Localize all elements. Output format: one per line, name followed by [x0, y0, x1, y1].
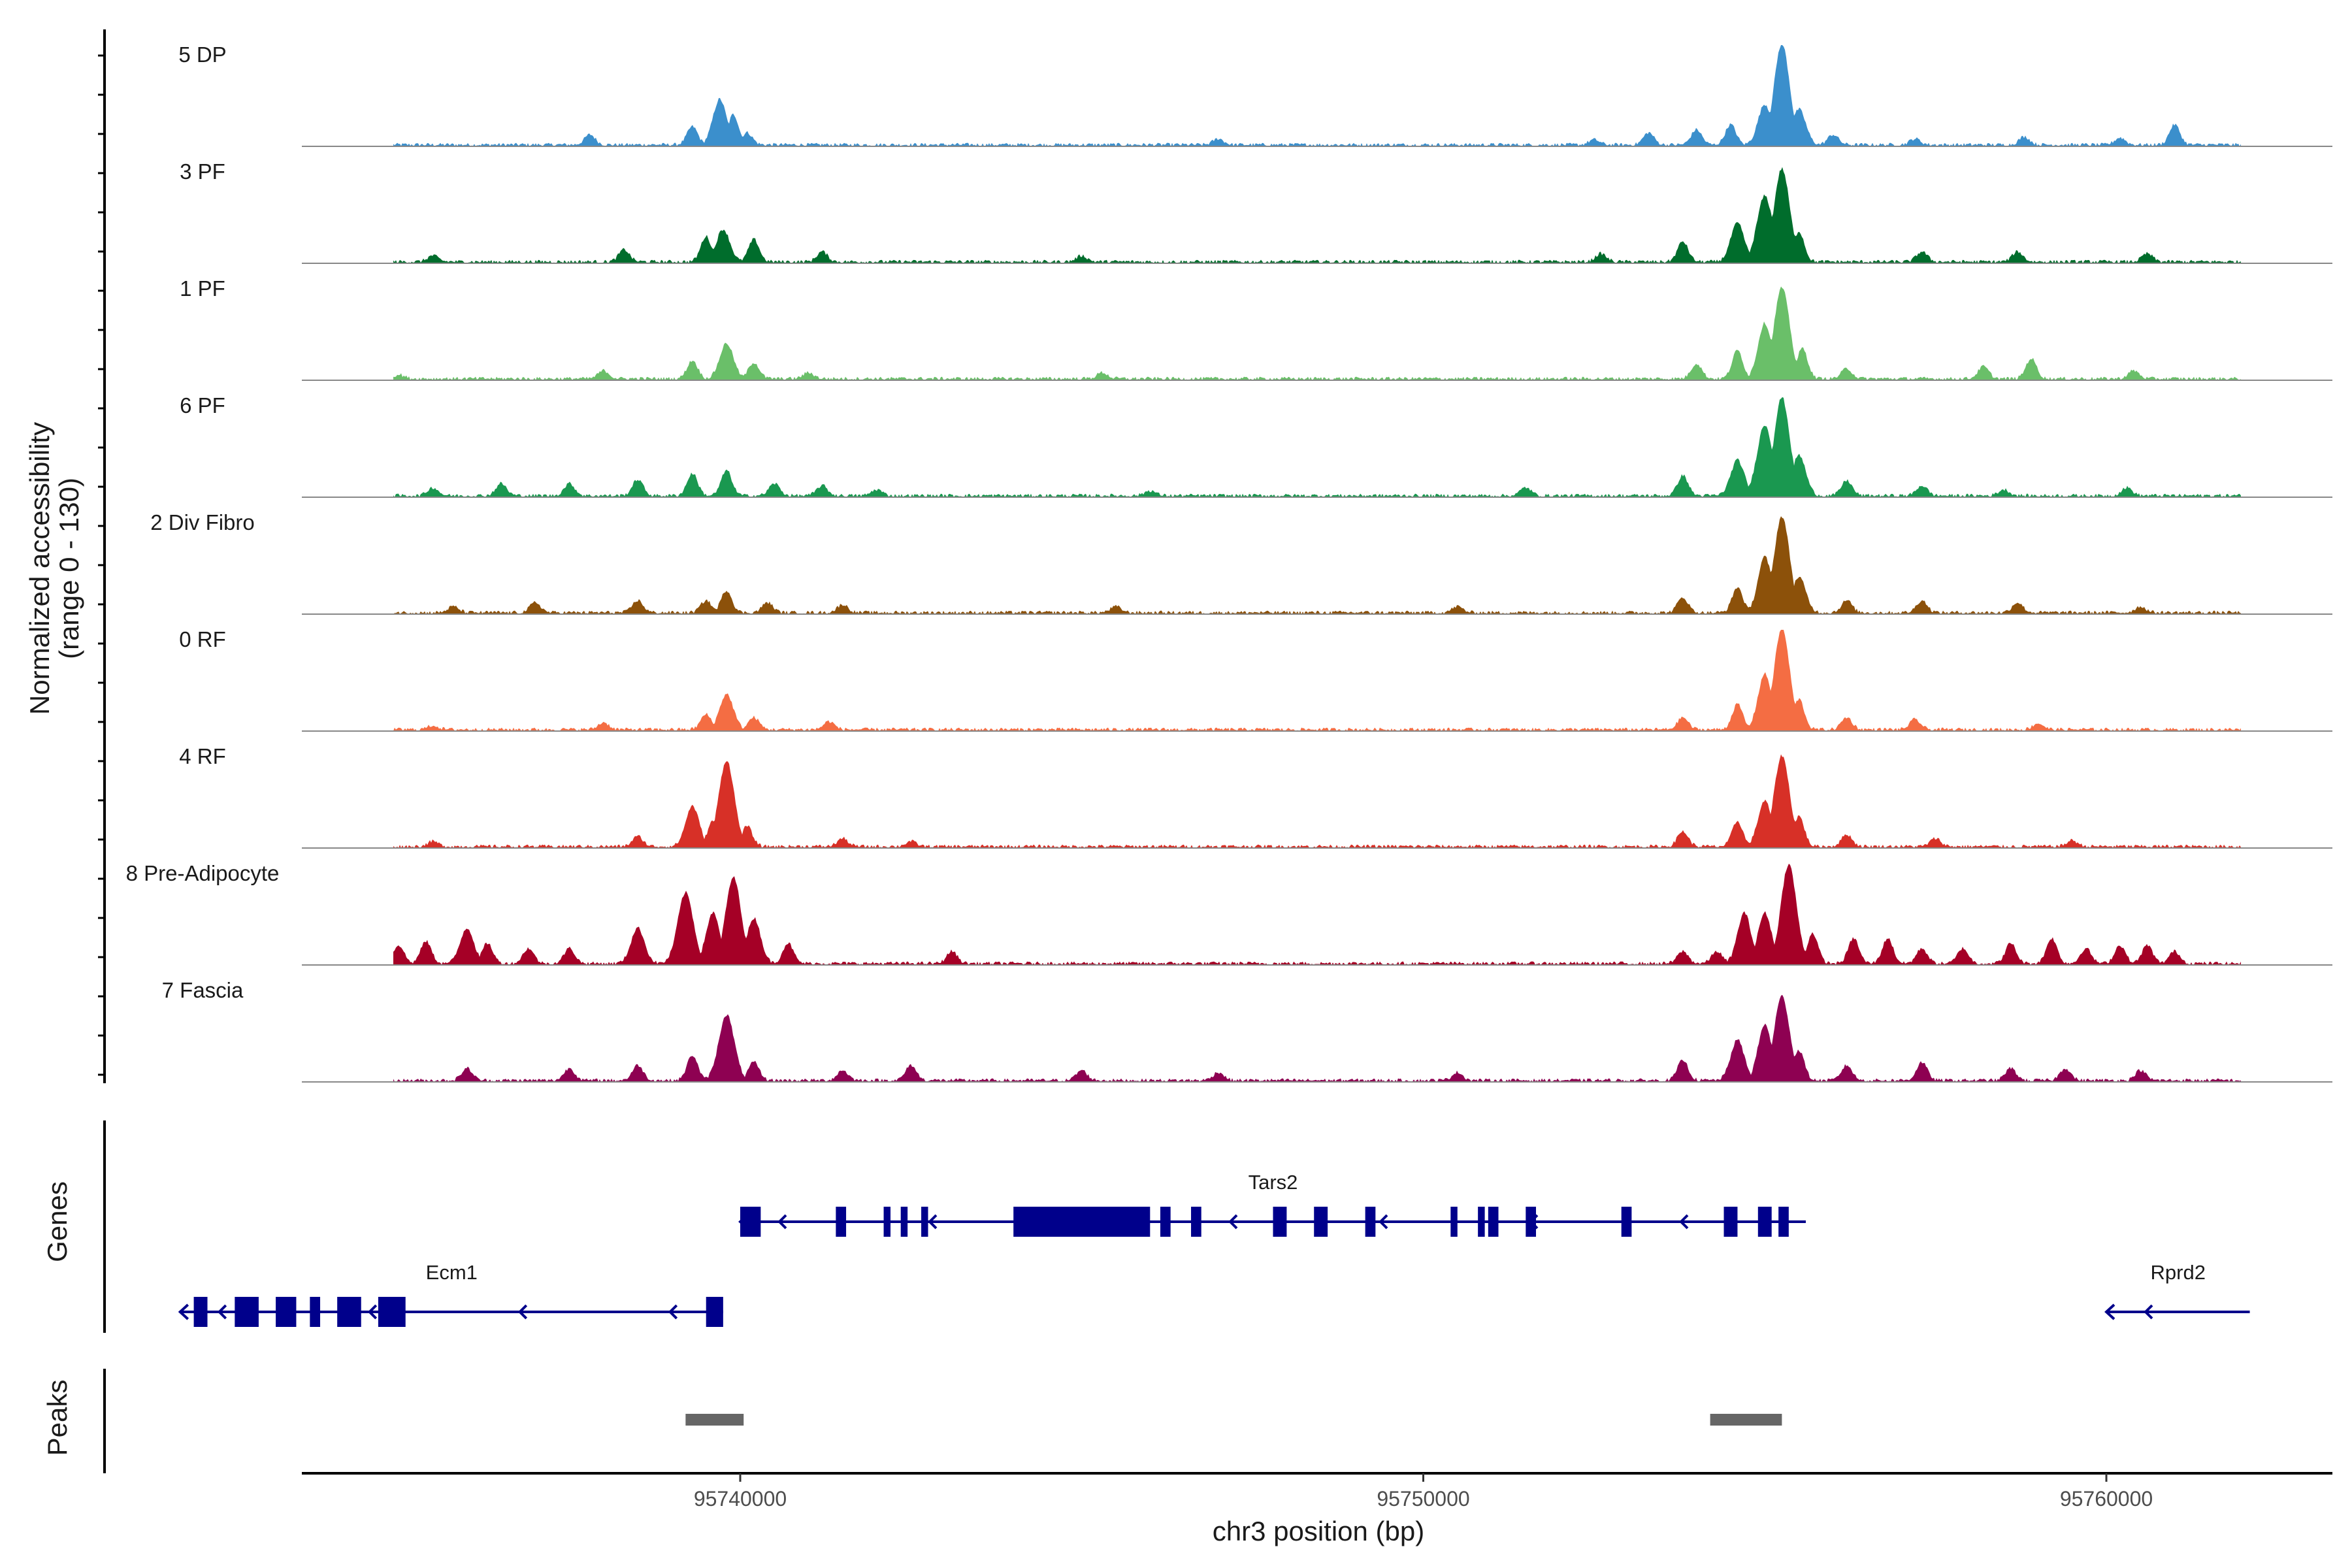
track-label: 6 PF [180, 393, 225, 417]
coverage-tracks: 5 DP 3 PF 1 PF 6 PF 2 Div Fibro 0 RF 4 RF 8 Pre… [126, 42, 2332, 1083]
track-7-fascia: 7 Fascia [162, 978, 2332, 1083]
strand-arrow [1379, 1214, 1388, 1230]
exon [1757, 1207, 1772, 1237]
track-label: 8 Pre-Adipocyte [126, 861, 280, 885]
track-0-rf: 0 RF [179, 627, 2332, 732]
exon [1526, 1207, 1537, 1237]
track-label: 5 DP [178, 42, 226, 67]
strand-arrow [517, 1304, 528, 1320]
x-tick-label: 95760000 [2060, 1487, 2153, 1511]
track-label: 0 RF [179, 627, 226, 651]
peak-region [1710, 1414, 1782, 1426]
x-axis: 95740000 95750000 95760000 [302, 1472, 2332, 1511]
strand-arrow [367, 1304, 378, 1320]
coverage-area [393, 864, 2241, 965]
y-axis [98, 29, 106, 1083]
exon [1160, 1207, 1171, 1237]
exon [921, 1207, 928, 1237]
exon [706, 1297, 723, 1327]
strand-arrow [777, 1214, 787, 1230]
exon [836, 1207, 847, 1237]
track-label: 7 Fascia [162, 978, 244, 1002]
track-5-dp: 5 DP [178, 42, 2332, 147]
strand-arrow [2104, 1303, 2115, 1320]
exon [1723, 1207, 1738, 1237]
strand-arrow [178, 1303, 189, 1320]
exon [1013, 1207, 1151, 1237]
x-tick-label: 95750000 [1377, 1487, 1469, 1511]
gene-label: Tars2 [1249, 1171, 1298, 1194]
exon [310, 1297, 321, 1327]
track-8-pre-adipocyte: 8 Pre-Adipocyte [126, 861, 2332, 966]
gene-tars2: Tars2 [738, 1171, 1806, 1237]
x-axis-title: chr3 position (bp) [1213, 1516, 1425, 1546]
coverage-area [393, 397, 2241, 497]
peaks-track-label: Peaks [42, 1380, 73, 1456]
coverage-area [393, 45, 2241, 146]
track-4-rf: 4 RF [179, 744, 2332, 849]
exon [1450, 1207, 1458, 1237]
track-2-div-fibro: 2 Div Fibro [150, 510, 2332, 615]
peak-region [685, 1414, 744, 1426]
track-6-pf: 6 PF [180, 393, 2332, 498]
y-axis-title-line2: (range 0 - 130) [54, 478, 84, 659]
strand-arrow [217, 1304, 227, 1320]
strand-arrow [1679, 1214, 1689, 1230]
exon [1778, 1207, 1789, 1237]
exon [1273, 1207, 1287, 1237]
exon [1621, 1207, 1632, 1237]
track-label: 4 RF [179, 744, 226, 768]
strand-arrow [928, 1214, 938, 1230]
exon [883, 1207, 891, 1237]
track-label: 3 PF [180, 159, 225, 184]
exon [1478, 1207, 1485, 1237]
exon [337, 1297, 361, 1327]
strand-arrow [668, 1304, 678, 1320]
exon [1488, 1207, 1499, 1237]
coverage-area [393, 754, 2241, 848]
strand-arrow [1228, 1214, 1238, 1230]
strand-arrow [2144, 1304, 2153, 1320]
track-1-pf: 1 PF [180, 276, 2332, 381]
exon [1365, 1207, 1376, 1237]
gene-rprd2: Rprd2 [2104, 1261, 2250, 1320]
exon [235, 1297, 259, 1327]
peaks-track [103, 1369, 1782, 1473]
exon [1314, 1207, 1328, 1237]
coverage-area [393, 286, 2241, 380]
coverage-area [393, 167, 2241, 263]
track-label: 2 Div Fibro [150, 510, 255, 534]
gene-label: Rprd2 [2151, 1261, 2206, 1284]
exon [740, 1207, 761, 1237]
coverage-area [393, 630, 2241, 731]
exon [378, 1297, 406, 1327]
exon [193, 1297, 208, 1327]
genes-track-label: Genes [42, 1181, 73, 1262]
exon [1191, 1207, 1201, 1237]
coverage-area [393, 516, 2241, 614]
gene-ecm1: Ecm1 [178, 1261, 723, 1327]
y-axis-title-line1: Normalized accessibility [24, 422, 55, 715]
track-3-pf: 3 PF [180, 159, 2332, 264]
gene-annotation-track: Tars2 Ecm1 Rprd2 [103, 1120, 2250, 1333]
track-label: 1 PF [180, 276, 225, 301]
coverage-area [393, 994, 2241, 1082]
exon [900, 1207, 908, 1237]
gene-label: Ecm1 [426, 1261, 478, 1284]
x-tick-label: 95740000 [694, 1487, 787, 1511]
exon [276, 1297, 297, 1327]
